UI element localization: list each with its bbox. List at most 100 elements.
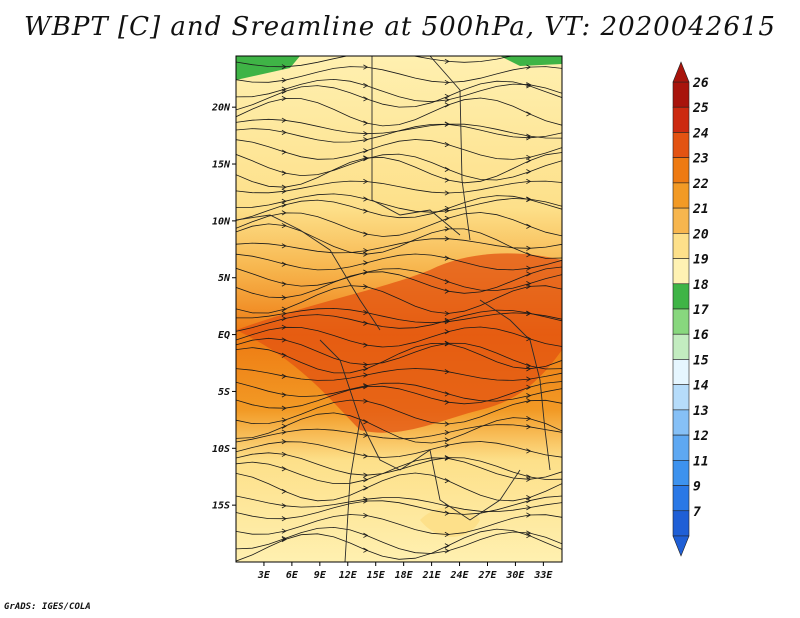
streamline-arrow xyxy=(526,265,532,271)
streamline-arrow xyxy=(281,516,287,522)
streamline-arrow xyxy=(363,248,369,254)
streamline-arrow xyxy=(363,310,369,316)
colorbar-label: 17 xyxy=(693,303,709,318)
streamline-arrow xyxy=(363,496,369,502)
streamline-arrow xyxy=(526,178,532,184)
streamline xyxy=(236,528,562,562)
streamline-arrow xyxy=(281,77,287,83)
streamline-arrow xyxy=(444,391,450,397)
streamline-arrow xyxy=(444,543,450,549)
streamline-arrow xyxy=(526,416,532,422)
streamline-arrow xyxy=(444,205,450,211)
streamline-arrow xyxy=(363,156,369,162)
streamline-arrow xyxy=(363,131,369,137)
streamline xyxy=(236,514,562,535)
streamline-arrow xyxy=(363,532,369,538)
streamline-arrow xyxy=(281,392,287,398)
streamline xyxy=(236,152,562,188)
colorbar-swatch xyxy=(672,384,690,411)
streamline-arrow xyxy=(526,252,532,258)
streamline-arrow xyxy=(444,142,450,148)
streamline-arrow xyxy=(363,83,369,89)
streamline-arrow xyxy=(281,536,287,543)
streamline-arrow xyxy=(363,155,369,161)
streamline-arrow xyxy=(281,352,287,358)
streamline-arrow xyxy=(526,498,532,504)
streamline-arrow xyxy=(363,342,369,348)
streamline-arrow xyxy=(281,466,287,472)
streamline-arrow xyxy=(444,319,450,325)
streamline-arrow xyxy=(363,251,369,257)
streamline xyxy=(236,472,562,502)
streamline-arrow xyxy=(444,236,450,242)
streamline-arrow xyxy=(281,210,287,216)
streamline xyxy=(236,326,562,348)
colorbar-label: 22 xyxy=(692,177,709,192)
colorbar-swatch xyxy=(672,409,690,436)
colorbar-swatch xyxy=(672,207,690,234)
streamline-arrow xyxy=(281,528,287,534)
colorbar-label: 13 xyxy=(693,404,709,419)
streamline-arrow xyxy=(444,329,450,335)
streamline-arrow xyxy=(444,121,450,127)
colorbar-label: 26 xyxy=(692,76,709,91)
streamline-arrow xyxy=(444,279,450,285)
streamline-arrow xyxy=(281,202,287,208)
streamline xyxy=(236,253,562,271)
streamline-arrow xyxy=(281,315,287,322)
streamline-arrow xyxy=(281,295,287,301)
lon-label: 30E xyxy=(505,570,525,581)
streamline xyxy=(236,285,562,314)
streamline-arrow xyxy=(363,372,369,378)
streamline-arrow xyxy=(444,455,450,461)
streamline-arrow xyxy=(363,366,369,372)
streamline-arrow xyxy=(444,421,450,427)
colorbar-label: 9 xyxy=(693,480,701,495)
colorbar-swatch xyxy=(672,434,690,461)
colorbar-swatch xyxy=(672,460,690,486)
streamline-arrow xyxy=(526,196,532,202)
streamline-arrow xyxy=(281,261,287,267)
colorbar-swatch xyxy=(672,132,690,158)
country-borders xyxy=(236,56,551,562)
streamline-arrow xyxy=(444,190,450,196)
streamline-arrow xyxy=(281,405,287,411)
streamline-arrow xyxy=(444,97,450,103)
streamline-arrow xyxy=(363,485,369,491)
streamline-arrow xyxy=(281,310,287,317)
streamline-arrow xyxy=(526,533,532,539)
streamline-arrow xyxy=(526,169,532,175)
streamline-arrow xyxy=(444,310,450,317)
latitude-axis: 20N 15N 10N 5N EQ 5S 10S 15S xyxy=(211,103,236,512)
streamline xyxy=(236,212,562,237)
colorbar-swatch xyxy=(672,106,690,133)
colorbar-label: 7 xyxy=(693,505,701,520)
streamline-arrow xyxy=(281,88,287,94)
lon-label: 3E xyxy=(257,570,271,581)
streamline-arrow xyxy=(363,64,369,70)
streamline-arrow xyxy=(281,149,287,155)
streamline xyxy=(236,78,562,103)
streamline-arrow xyxy=(526,82,532,88)
streamline-arrow xyxy=(526,424,532,430)
colorbar-label: 23 xyxy=(692,152,709,167)
streamline-arrow xyxy=(281,503,287,509)
streamline-arrow xyxy=(363,120,369,126)
streamline-arrow xyxy=(281,417,287,423)
streamline-arrow xyxy=(526,384,532,390)
streamline-arrow xyxy=(281,373,287,379)
lat-label: 10S xyxy=(212,444,230,455)
streamline-arrow xyxy=(526,366,532,372)
streamline-arrow xyxy=(526,393,532,399)
streamline-arrow xyxy=(526,135,532,141)
streamline-arrow xyxy=(363,260,369,266)
colorbar-max-arrow xyxy=(672,61,690,83)
colorbar-label: 19 xyxy=(693,253,709,268)
streamline-arrow xyxy=(281,439,287,445)
streamline-arrow xyxy=(526,223,532,229)
streamline xyxy=(236,223,562,259)
streamline-arrow xyxy=(363,362,369,368)
streamline xyxy=(236,266,562,299)
streamline-arrow xyxy=(281,337,287,343)
streamline-arrow xyxy=(444,102,450,108)
